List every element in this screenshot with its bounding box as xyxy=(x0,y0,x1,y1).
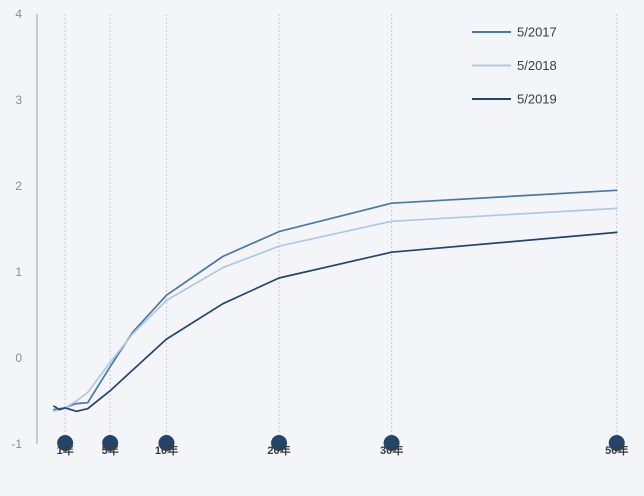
x-marker-label: 20年 xyxy=(267,443,290,457)
x-marker-label: 1年 xyxy=(57,443,74,457)
x-marker-label: 50年 xyxy=(605,443,628,457)
series-line-5-2019 xyxy=(53,231,618,413)
series-line-5-2018 xyxy=(53,207,618,413)
x-marker-dot xyxy=(158,435,175,451)
legend: 5/2017 5/2018 5/2019 xyxy=(472,25,557,107)
x-marker-dot xyxy=(271,435,288,451)
series-layer xyxy=(53,189,618,413)
y-tick-label: 4 xyxy=(15,7,22,21)
y-tick-label: 2 xyxy=(15,179,22,193)
y-tick-label: 1 xyxy=(15,265,22,279)
legend-label: 5/2019 xyxy=(517,92,557,107)
y-tick-label: 3 xyxy=(15,93,22,107)
y-tick-label: -1 xyxy=(11,437,22,451)
legend-label: 5/2017 xyxy=(517,25,557,40)
x-marker-dot xyxy=(608,435,625,451)
y-axis: -1 0 1 2 3 4 xyxy=(11,7,38,451)
x-marker-dot xyxy=(57,435,74,451)
legend-label: 5/2018 xyxy=(517,58,557,73)
x-marker-dot xyxy=(383,435,400,451)
x-marker-label: 10年 xyxy=(155,443,178,457)
x-markers: 1年 5年 10年 20年 30年 50年 xyxy=(57,435,628,457)
x-marker-dot xyxy=(102,435,119,451)
x-marker-label: 30年 xyxy=(380,443,403,457)
x-marker-label: 5年 xyxy=(102,443,119,457)
y-tick-label: 0 xyxy=(15,351,22,365)
